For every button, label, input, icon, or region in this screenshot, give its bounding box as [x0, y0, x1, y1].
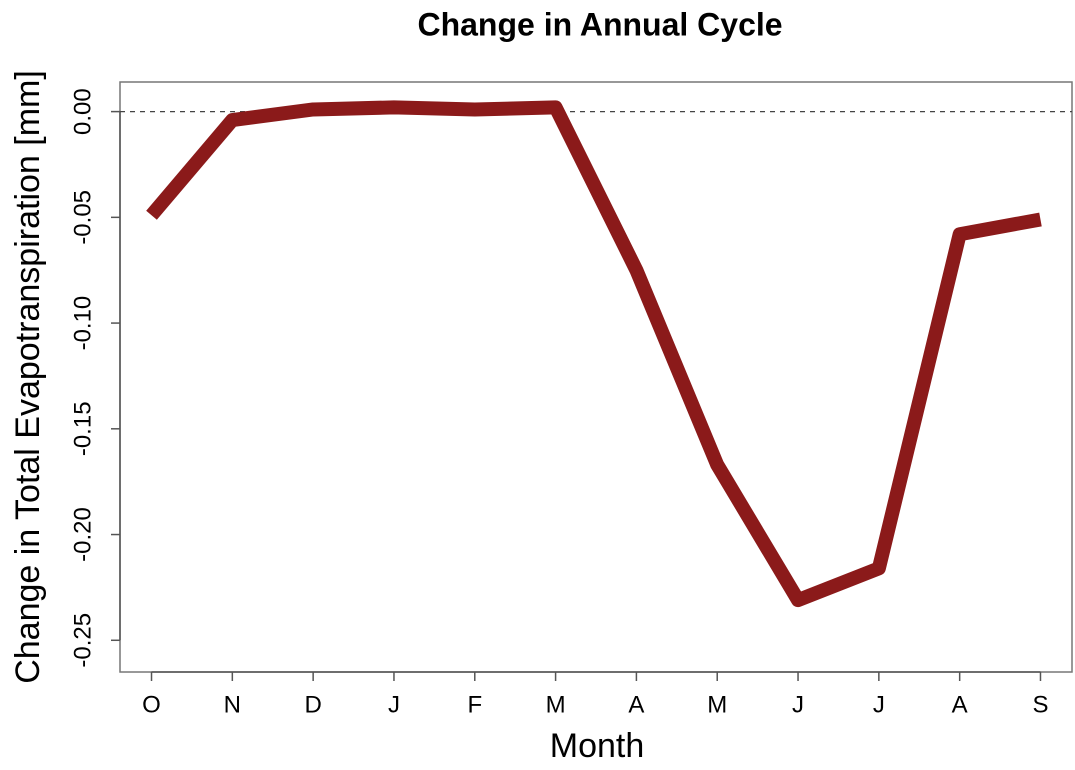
x-tick-label: A	[628, 691, 644, 718]
x-tick-label: M	[546, 691, 566, 718]
x-tick-label: J	[873, 691, 885, 718]
y-tick-label: -0.25	[69, 613, 96, 668]
x-tick-label: N	[224, 691, 241, 718]
y-axis-label: Change in Total Evapotranspiration [mm]	[9, 70, 47, 684]
y-tick-label: -0.20	[69, 507, 96, 562]
data-line	[146, 100, 1042, 608]
x-tick-label: F	[467, 691, 482, 718]
y-tick-label: -0.05	[69, 190, 96, 245]
x-tick-label: S	[1032, 691, 1048, 718]
x-tick-label: M	[707, 691, 727, 718]
x-tick-label: A	[952, 691, 968, 718]
y-tick-label: 0.00	[69, 88, 96, 135]
y-tick-label: -0.10	[69, 296, 96, 351]
x-tick-label: O	[142, 691, 161, 718]
x-axis-label: Month	[550, 727, 645, 765]
y-tick-label: -0.15	[69, 401, 96, 456]
x-tick-label: D	[304, 691, 321, 718]
x-tick-label: J	[388, 691, 400, 718]
chart-title: Change in Annual Cycle	[417, 6, 782, 42]
x-tick-label: J	[792, 691, 804, 718]
